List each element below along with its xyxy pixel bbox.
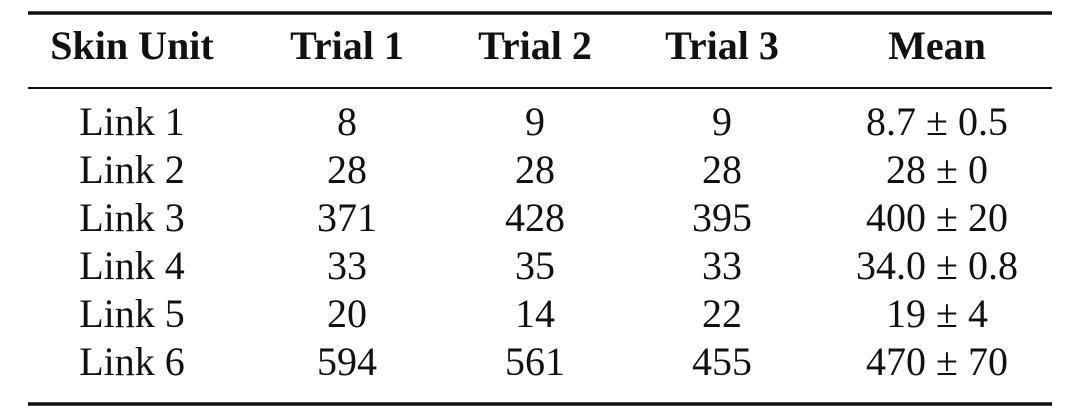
cell: 470 ± 70 <box>866 339 1008 384</box>
cell: 395 <box>692 195 752 240</box>
cell: 35 <box>515 243 555 288</box>
cell: Link 1 <box>79 99 185 144</box>
cell: 8.7 ± 0.5 <box>866 99 1008 144</box>
header-cell: Trial 1 <box>290 23 404 68</box>
header-cell: Trial 3 <box>665 23 779 68</box>
cell: 455 <box>692 339 752 384</box>
cell: 428 <box>505 195 565 240</box>
cell: 9 <box>712 99 732 144</box>
cell: 28 <box>702 147 742 192</box>
cell: Link 6 <box>79 339 185 384</box>
cell: 34.0 ± 0.8 <box>856 243 1018 288</box>
cell: Link 4 <box>79 243 185 288</box>
cell: Link 5 <box>79 291 185 336</box>
cell: 371 <box>317 195 377 240</box>
cell: 33 <box>702 243 742 288</box>
header-cell: Trial 2 <box>478 23 592 68</box>
cell: 28 <box>327 147 367 192</box>
cell: 9 <box>525 99 545 144</box>
cell: 20 <box>327 291 367 336</box>
cell: 28 ± 0 <box>886 147 988 192</box>
cell: Link 2 <box>79 147 185 192</box>
cell: 400 ± 20 <box>866 195 1008 240</box>
cell: 33 <box>327 243 367 288</box>
cell: 594 <box>317 339 377 384</box>
cell: 28 <box>515 147 555 192</box>
cell: 8 <box>337 99 357 144</box>
cell: 19 ± 4 <box>886 291 988 336</box>
header-cell: Skin Unit <box>50 23 214 68</box>
cell: Link 3 <box>79 195 185 240</box>
header-cell: Mean <box>888 23 986 68</box>
cell: 561 <box>505 339 565 384</box>
cell: 22 <box>702 291 742 336</box>
cell: 14 <box>515 291 555 336</box>
